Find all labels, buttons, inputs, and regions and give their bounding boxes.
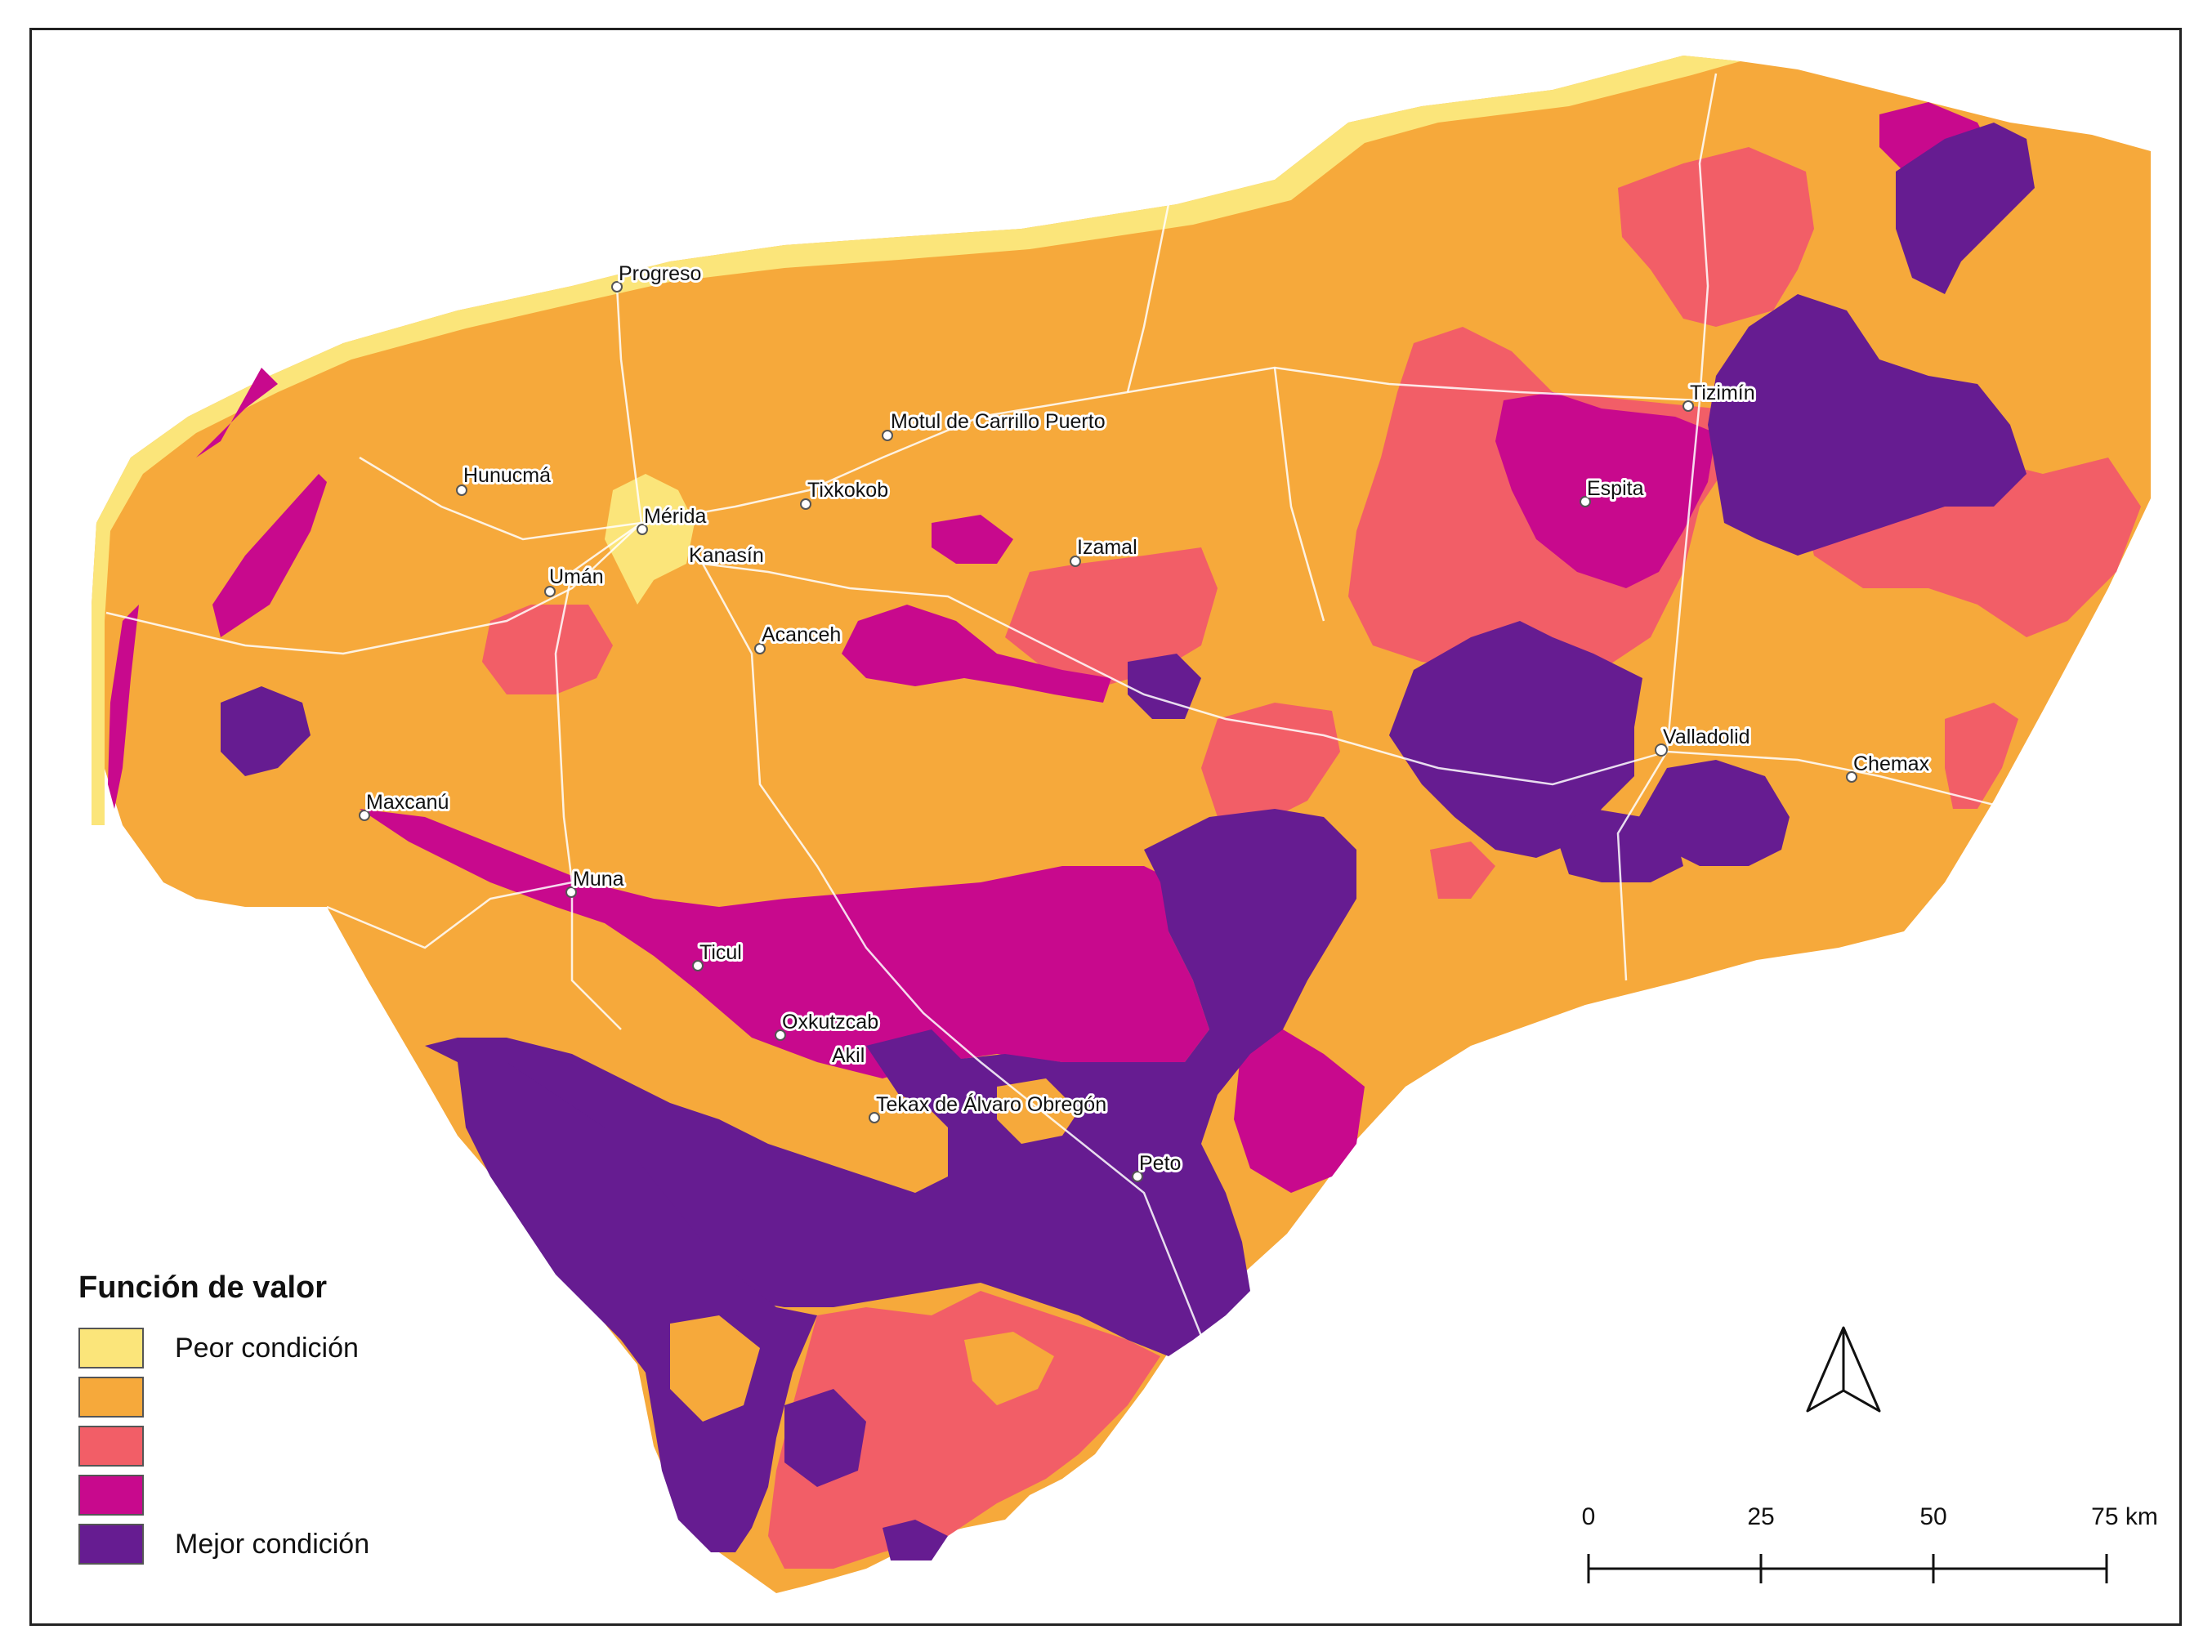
regions-purple: [221, 123, 2035, 1560]
city-label: Acanceh: [762, 623, 841, 646]
legend-title: Función de valor: [78, 1270, 328, 1305]
city-uman: Umán: [544, 563, 606, 597]
legend-item-5: Mejor condición: [78, 1523, 369, 1565]
city-label: Chemax: [1853, 752, 1930, 775]
city-label: Izamal: [1077, 536, 1137, 559]
legend: Función de valor Peor condición Mejor co…: [78, 1270, 369, 1572]
city-maxcanu: Maxcanú: [359, 788, 451, 821]
city-motul: Motul de Carrillo Puerto: [882, 408, 1108, 441]
city-label: Muna: [573, 868, 624, 891]
scale-label-75-km: 75 km: [2091, 1503, 2158, 1530]
legend-label: Peor condición: [175, 1332, 359, 1364]
scale-bar: 0 25 50 75 km: [1582, 1503, 2158, 1583]
legend-item-2: [78, 1376, 369, 1418]
legend-item-3: [78, 1425, 369, 1467]
regions-orange-patches: [670, 1078, 1079, 1422]
city-markers: Progreso Motul de Carrillo Puerto Hunucm…: [359, 260, 1933, 1182]
city-ticul: Ticul: [692, 939, 744, 971]
scale-label-0: 0: [1582, 1503, 1596, 1530]
city-merida: Mérida: [637, 502, 709, 535]
city-peto: Peto: [1132, 1150, 1183, 1182]
city-hunucma: Hunucmá: [456, 462, 553, 496]
city-espita: Espita: [1580, 475, 1647, 507]
city-label: Peto: [1139, 1152, 1181, 1175]
city-akil: Akil: [829, 1042, 867, 1069]
city-label: Hunucmá: [463, 464, 551, 487]
city-progreso: Progreso: [611, 260, 704, 292]
legend-swatch: [78, 1426, 144, 1467]
city-valladolid: Valladolid: [1655, 723, 1753, 757]
city-chemax: Chemax: [1846, 750, 1933, 783]
city-label: Motul de Carrillo Puerto: [891, 410, 1106, 433]
legend-label: Mejor condición: [175, 1528, 370, 1560]
legend-item-4: [78, 1474, 369, 1516]
city-label: Tizimín: [1690, 382, 1755, 404]
city-tizimin: Tizimín: [1682, 379, 1758, 412]
city-acanceh: Acanceh: [754, 621, 843, 654]
city-muna: Muna: [565, 865, 627, 898]
legend-item-1: Peor condición: [78, 1327, 369, 1369]
region-merida-urban: [605, 474, 695, 605]
city-label: Mérida: [644, 505, 707, 528]
legend-swatch: [78, 1377, 144, 1418]
city-oxkutzcab: Oxkutzcab: [775, 1008, 881, 1041]
road-network: [105, 73, 2011, 1357]
city-tixkokob: Tixkokob: [800, 476, 891, 510]
city-kanasin: Kanasín: [686, 542, 766, 569]
city-label: Tixkokob: [807, 479, 888, 502]
legend-swatch: [78, 1475, 144, 1516]
city-label: Valladolid: [1663, 726, 1750, 748]
city-label: Akil: [832, 1044, 865, 1067]
city-label: Ticul: [699, 941, 742, 964]
city-tekax: Tekax de Álvaro Obregón: [869, 1090, 1109, 1123]
city-label: Umán: [549, 565, 604, 588]
city-label: Maxcanú: [366, 791, 449, 814]
city-label: Espita: [1587, 477, 1644, 500]
city-label: Oxkutzcab: [782, 1011, 878, 1034]
city-izamal: Izamal: [1070, 534, 1140, 567]
north-arrow-icon: [1806, 1326, 1881, 1413]
legend-swatch: [78, 1524, 144, 1565]
scale-label-50: 50: [1919, 1503, 1946, 1530]
scale-label-25: 25: [1747, 1503, 1774, 1530]
city-label: Progreso: [619, 262, 701, 285]
legend-swatch: [78, 1328, 144, 1368]
city-label: Kanasín: [689, 544, 764, 567]
city-label: Tekax de Álvaro Obregón: [876, 1092, 1106, 1116]
